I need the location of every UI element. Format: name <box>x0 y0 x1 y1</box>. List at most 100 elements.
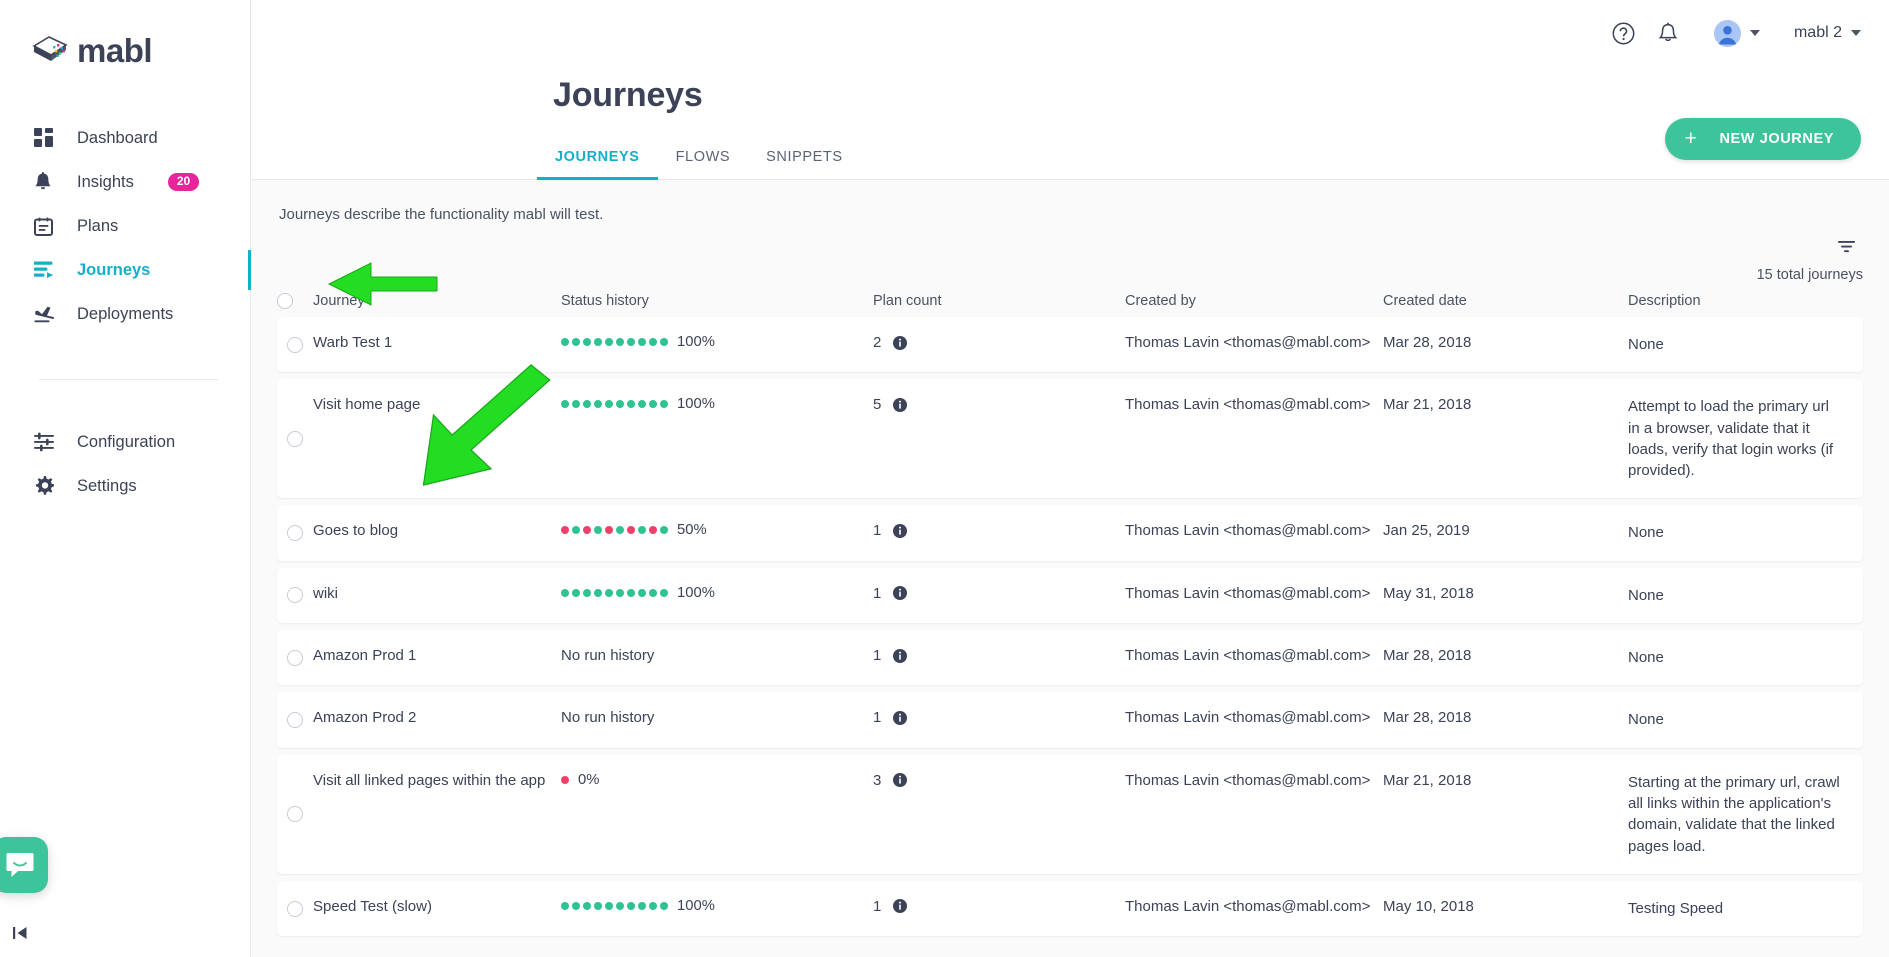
info-icon[interactable] <box>893 648 908 663</box>
status-dot-pass <box>561 338 569 346</box>
status-dot-pass <box>605 901 613 910</box>
status-dot-pass <box>572 400 580 409</box>
status-dots <box>561 526 668 535</box>
sidebar-item-settings[interactable]: Settings <box>0 464 250 508</box>
created-date: Mar 28, 2018 <box>1383 709 1472 727</box>
created-by: Thomas Lavin <thomas@mabl.com> <box>1125 709 1371 727</box>
table-row[interactable]: Goes to blog 50% 1 Thomas Lavin <thomas@mab… <box>277 505 1863 561</box>
plan-count-value: 1 <box>873 522 882 540</box>
tab-journeys[interactable]: JOURNEYS <box>537 149 658 180</box>
description: None <box>1628 711 1664 729</box>
status-dot-pass <box>605 338 613 346</box>
sidebar-item-dashboard[interactable]: Dashboard <box>0 116 250 160</box>
column-header-description[interactable]: Description <box>1628 293 1701 309</box>
org-switcher[interactable]: mabl 2 <box>1794 24 1861 42</box>
status-history-cell: 100% <box>561 568 873 618</box>
status-dot-fail <box>649 526 657 535</box>
plan-count-cell: 5 <box>873 379 1125 430</box>
user-avatar-menu[interactable] <box>1713 19 1760 47</box>
plan-count-value: 3 <box>873 771 882 789</box>
row-select-radio[interactable] <box>287 900 303 917</box>
plan-count-value: 1 <box>873 897 882 915</box>
status-dot-pass <box>605 588 613 597</box>
tab-flows[interactable]: FLOWS <box>675 149 731 165</box>
brand-logo[interactable]: mabl <box>0 0 250 67</box>
row-select-radio[interactable] <box>287 336 303 353</box>
status-dot-fail <box>627 526 635 535</box>
journey-name[interactable]: Speed Test (slow) <box>313 897 432 915</box>
status-dot-pass <box>627 338 635 346</box>
table-row[interactable]: Visit home page 100% 5 Thomas Lavin <thomas… <box>277 379 1863 499</box>
help-circle-icon[interactable] <box>1602 11 1646 55</box>
status-percent: 0% <box>578 771 600 788</box>
sidebar-item-deployments[interactable]: Deployments <box>0 292 250 336</box>
status-history-cell: 50% <box>561 505 873 555</box>
sidebar-item-insights[interactable]: Insights 20 <box>0 160 250 204</box>
status-dot-fail <box>561 775 569 784</box>
status-dot-pass <box>616 400 624 409</box>
plan-count-cell: 3 <box>873 755 1125 806</box>
journey-name[interactable]: Warb Test 1 <box>313 334 393 351</box>
table-row[interactable]: Amazon Prod 2 No run history 1 Thomas Lavin… <box>277 692 1863 748</box>
insights-badge-count: 20 <box>167 172 200 192</box>
status-dot-pass <box>594 588 602 597</box>
plan-count-cell: 2 <box>873 317 1125 368</box>
journey-name[interactable]: Amazon Prod 1 <box>313 647 417 665</box>
column-header-created-date[interactable]: Created date <box>1383 293 1467 309</box>
column-header-journey[interactable]: Journey <box>313 293 365 309</box>
info-icon[interactable] <box>893 710 908 725</box>
info-icon[interactable] <box>893 586 908 601</box>
created-date: Mar 28, 2018 <box>1383 334 1472 351</box>
filter-icon[interactable] <box>1829 229 1863 263</box>
table-row[interactable]: Warb Test 1 100% 2 Thomas Lavin <thomas@mab… <box>277 317 1863 373</box>
column-header-created-by[interactable]: Created by <box>1125 293 1196 309</box>
org-name: mabl 2 <box>1793 24 1842 41</box>
dashboard-icon <box>34 128 58 148</box>
info-icon[interactable] <box>893 335 908 350</box>
info-icon[interactable] <box>893 773 908 788</box>
table-row[interactable]: Amazon Prod 1 No run history 1 Thomas Lavin… <box>277 630 1863 686</box>
journey-name[interactable]: wiki <box>313 584 338 602</box>
table-row[interactable]: Visit all linked pages within the app 0% 3… <box>277 754 1863 874</box>
status-dot-fail <box>561 526 569 535</box>
row-select-radio[interactable] <box>287 525 303 542</box>
select-all-radio[interactable] <box>277 293 293 309</box>
notifications-bell-icon[interactable] <box>1646 11 1690 55</box>
row-select-radio[interactable] <box>287 712 303 729</box>
status-percent: 100% <box>677 334 715 350</box>
sidebar-item-configuration[interactable]: Configuration <box>0 420 250 464</box>
row-select-cell <box>277 587 313 604</box>
sidebar-item-plans[interactable]: Plans <box>0 204 250 248</box>
plan-count-wrap: 5 <box>873 396 1125 413</box>
info-icon[interactable] <box>893 397 908 412</box>
row-select-cell <box>277 430 313 447</box>
tab-snippets[interactable]: SNIPPETS <box>766 149 843 165</box>
info-icon[interactable] <box>893 523 908 538</box>
description: None <box>1628 649 1664 667</box>
journey-name[interactable]: Goes to blog <box>313 522 399 540</box>
created-by: Thomas Lavin <thomas@mabl.com> <box>1125 396 1371 414</box>
row-select-radio[interactable] <box>287 587 303 604</box>
row-select-radio[interactable] <box>287 430 303 447</box>
column-header-plan-count[interactable]: Plan count <box>873 293 942 309</box>
column-header-status-history[interactable]: Status history <box>561 293 649 309</box>
journey-name[interactable]: Visit all linked pages within the app <box>313 771 546 789</box>
total-journeys-count: 15 total journeys <box>1756 267 1863 283</box>
plan-count-cell: 1 <box>873 692 1125 743</box>
info-icon[interactable] <box>893 899 908 914</box>
chevron-down-icon <box>1851 30 1861 36</box>
created-date: Mar 21, 2018 <box>1383 771 1472 789</box>
table-row[interactable]: wiki 100% 1 Thomas Lavin <thomas@mabl.com> M… <box>277 567 1863 624</box>
chat-bubble-icon[interactable] <box>0 837 48 893</box>
journey-name[interactable]: Amazon Prod 2 <box>313 709 417 727</box>
row-select-radio[interactable] <box>287 806 303 823</box>
table-header-row: Journey Status history Plan count Create… <box>277 285 1863 317</box>
status-dot-pass <box>660 901 668 910</box>
table-row[interactable]: Speed Test (slow) 100% 1 Thomas Lavin <thom… <box>277 880 1863 937</box>
plan-count-wrap: 1 <box>873 898 1125 915</box>
new-journey-button[interactable]: + NEW JOURNEY <box>1664 118 1861 160</box>
row-select-radio[interactable] <box>287 649 303 666</box>
sidebar-item-journeys[interactable]: Journeys <box>0 248 251 292</box>
collapse-sidebar-icon[interactable] <box>9 921 33 945</box>
journey-name[interactable]: Visit home page <box>313 396 421 414</box>
